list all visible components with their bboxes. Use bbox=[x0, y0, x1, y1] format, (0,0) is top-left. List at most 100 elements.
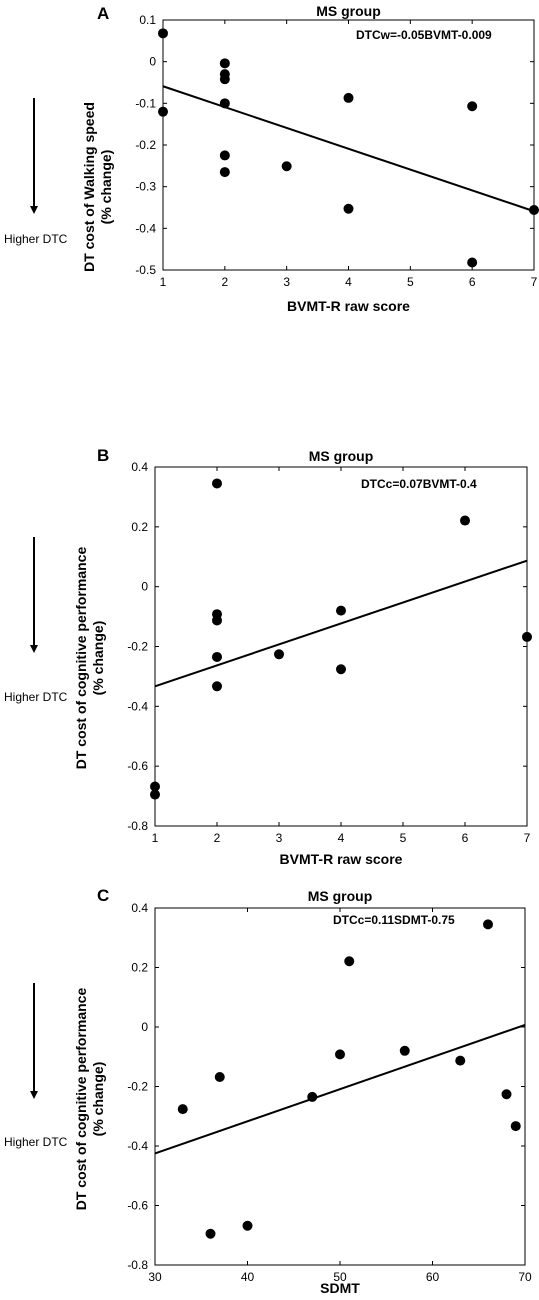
data-point bbox=[529, 205, 539, 215]
y-tick-label: 0 bbox=[149, 55, 156, 69]
data-point bbox=[483, 919, 493, 930]
x-axis-label: BVMT-R raw score bbox=[279, 851, 403, 867]
panel-b: B MS group Higher DTC DT cost of cogniti… bbox=[4, 446, 532, 867]
y-tick-label: -0.2 bbox=[127, 640, 148, 654]
panel-letter: B bbox=[97, 446, 110, 465]
y-tick-label: -0.3 bbox=[135, 180, 156, 194]
data-point bbox=[510, 1121, 521, 1132]
x-tick-label: 40 bbox=[241, 1270, 255, 1284]
higher-dtc-arrow bbox=[33, 537, 35, 647]
data-point bbox=[281, 161, 292, 172]
data-point bbox=[212, 615, 222, 626]
x-axis-label: SDMT bbox=[320, 1280, 360, 1296]
y-tick-label: -0.4 bbox=[135, 221, 156, 235]
x-tick-label: 3 bbox=[276, 831, 283, 845]
chart-title: MS group bbox=[308, 448, 374, 464]
data-point bbox=[460, 515, 470, 526]
scatter-plot-a: 1 2 3 4 5 6 7 0.1 0 -0.1 -0.2 -0.3 -0.4 -0.5 bbox=[135, 13, 539, 289]
higher-dtc-arrow bbox=[33, 983, 35, 1093]
data-point bbox=[212, 681, 222, 692]
higher-dtc-label: Higher DTC bbox=[4, 1135, 68, 1149]
data-point bbox=[150, 789, 160, 800]
x-tick-label: 1 bbox=[160, 275, 167, 289]
data-point bbox=[344, 956, 355, 967]
y-tick-label: -0.2 bbox=[135, 138, 156, 152]
chart-title: MS group bbox=[307, 888, 373, 904]
panel-letter: C bbox=[97, 886, 110, 905]
axes-box bbox=[154, 907, 526, 1266]
higher-dtc-label: Higher DTC bbox=[4, 232, 68, 246]
y-tick-label: -0.1 bbox=[135, 96, 156, 110]
data-point bbox=[343, 203, 354, 214]
x-tick-label: 7 bbox=[524, 831, 531, 845]
data-point bbox=[343, 92, 354, 103]
chart-title: MS group bbox=[316, 3, 381, 19]
y-tick-label: 0 bbox=[141, 580, 148, 594]
y-tick-label: -0.4 bbox=[127, 1139, 148, 1153]
data-point bbox=[219, 150, 230, 161]
y-tick-label: -0.4 bbox=[127, 699, 148, 713]
data-point bbox=[467, 101, 478, 112]
y-tick-label: 0.2 bbox=[131, 520, 148, 534]
x-tick-label: 5 bbox=[400, 831, 407, 845]
arrow-head-icon bbox=[30, 645, 38, 653]
data-point bbox=[455, 1055, 466, 1066]
data-point bbox=[399, 1045, 410, 1056]
x-tick-label: 50 bbox=[333, 1270, 347, 1284]
regression-equation: DTCc=0.07BVMT-0.4 bbox=[361, 477, 477, 491]
data-point bbox=[467, 257, 478, 268]
x-tick-label: 5 bbox=[407, 275, 414, 289]
y-tick-label: -0.6 bbox=[127, 759, 148, 773]
arrow-head-icon bbox=[30, 1091, 38, 1099]
x-tick-label: 3 bbox=[283, 275, 290, 289]
data-point bbox=[150, 781, 160, 792]
higher-dtc-arrow bbox=[33, 98, 35, 208]
regression-line bbox=[154, 1023, 526, 1155]
x-axis-label: BVMT-R raw score bbox=[287, 298, 410, 314]
panel-letter: A bbox=[97, 4, 110, 23]
regression-equation: DTCc=0.11SDMT-0.75 bbox=[333, 913, 455, 927]
panel-a: A MS group Higher DTC DT cost of Walking… bbox=[0, 0, 539, 420]
x-tick-label: 70 bbox=[518, 1270, 532, 1284]
y-tick-label: -0.8 bbox=[127, 1258, 148, 1272]
data-point bbox=[219, 74, 230, 85]
data-point bbox=[335, 1049, 345, 1060]
y-tick-label: 0.4 bbox=[131, 460, 148, 474]
data-point bbox=[307, 1091, 318, 1102]
data-point bbox=[158, 28, 168, 39]
y-tick-label: 0 bbox=[141, 1020, 148, 1034]
x-tick-label: 4 bbox=[345, 275, 352, 289]
x-tick-label: 1 bbox=[152, 831, 159, 845]
higher-dtc-label: Higher DTC bbox=[4, 690, 68, 704]
scatter-plot-b: 1 2 3 4 5 6 7 0.4 0.2 0 -0.2 -0.4 -0.6 -0.8 bbox=[127, 460, 532, 845]
y-tick-label: -0.2 bbox=[127, 1080, 148, 1094]
y-tick-label: 0.1 bbox=[139, 13, 156, 27]
x-tick-label: 2 bbox=[221, 275, 228, 289]
x-tick-label: 6 bbox=[462, 831, 469, 845]
x-tick-label: 4 bbox=[338, 831, 345, 845]
data-point bbox=[501, 1089, 512, 1100]
x-tick-label: 6 bbox=[469, 275, 476, 289]
y-tick-label: 0.4 bbox=[131, 901, 148, 915]
y-tick-label: -0.6 bbox=[127, 1199, 148, 1213]
data-point bbox=[336, 605, 346, 616]
data-point bbox=[242, 1220, 253, 1231]
y-tick-label: -0.5 bbox=[135, 263, 156, 277]
data-point bbox=[522, 631, 532, 642]
data-point bbox=[336, 664, 346, 675]
arrow-head-icon bbox=[30, 206, 38, 214]
x-tick-label: 7 bbox=[531, 275, 538, 289]
regression-equation: DTCw=-0.05BVMT-0.009 bbox=[356, 28, 492, 42]
data-point bbox=[274, 649, 284, 660]
data-point bbox=[219, 98, 230, 109]
x-tick-label: 2 bbox=[214, 831, 221, 845]
y-tick-label: -0.8 bbox=[127, 819, 148, 833]
data-point bbox=[214, 1071, 225, 1082]
x-tick-label: 30 bbox=[148, 1270, 162, 1284]
data-point bbox=[212, 478, 222, 489]
x-tick-label: 60 bbox=[426, 1270, 440, 1284]
data-point bbox=[212, 651, 222, 662]
data-point bbox=[219, 58, 230, 69]
data-point bbox=[158, 106, 168, 117]
